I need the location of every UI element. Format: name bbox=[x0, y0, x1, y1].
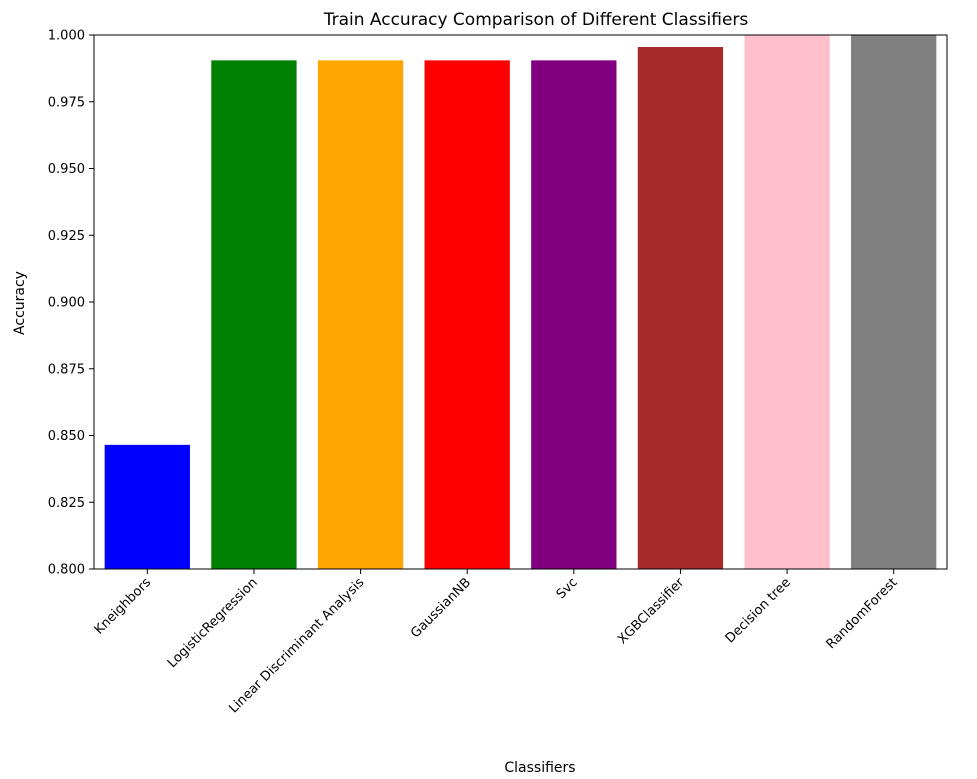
x-tick-label: Kneighbors bbox=[92, 575, 155, 638]
y-axis-label: Accuracy bbox=[12, 271, 28, 335]
bar-kneighbors bbox=[104, 444, 190, 569]
y-tick-label: 0.800 bbox=[48, 563, 85, 578]
bar-randomforest bbox=[851, 35, 937, 569]
bar-decision-tree bbox=[744, 35, 830, 569]
x-tick-label: GaussianNB bbox=[408, 575, 474, 641]
bar-svc bbox=[531, 60, 617, 570]
x-tick-label: XGBClassifier bbox=[615, 575, 688, 648]
y-tick-label: 0.825 bbox=[48, 496, 85, 511]
x-tick-label: Svc bbox=[554, 575, 581, 602]
x-tick-label: Decision tree bbox=[723, 575, 794, 646]
y-tick-label: 0.950 bbox=[48, 162, 85, 177]
chart-title: Train Accuracy Comparison of Different C… bbox=[323, 10, 749, 30]
y-tick-label: 0.875 bbox=[48, 362, 85, 377]
bar-xgbclassifier bbox=[637, 47, 724, 569]
bar-logisticregression bbox=[211, 60, 297, 570]
x-axis-label: Classifiers bbox=[504, 760, 575, 776]
x-tick-label: RandomForest bbox=[824, 575, 901, 652]
bar-linear-discriminant-analysis bbox=[317, 60, 404, 570]
y-tick-label: 0.925 bbox=[48, 229, 85, 244]
bar-gaussiannb bbox=[424, 60, 510, 570]
plot-area: 0.800 0.825 0.850 0.875 0.900 0.925 0.950 0.975… bbox=[48, 29, 948, 716]
y-tick-label: 0.975 bbox=[48, 95, 85, 110]
x-tick-label: LogisticRegression bbox=[165, 575, 261, 671]
y-tick-label: 0.850 bbox=[48, 429, 85, 444]
y-tick-label: 0.900 bbox=[48, 296, 85, 311]
y-tick-label: 1.000 bbox=[48, 29, 85, 44]
